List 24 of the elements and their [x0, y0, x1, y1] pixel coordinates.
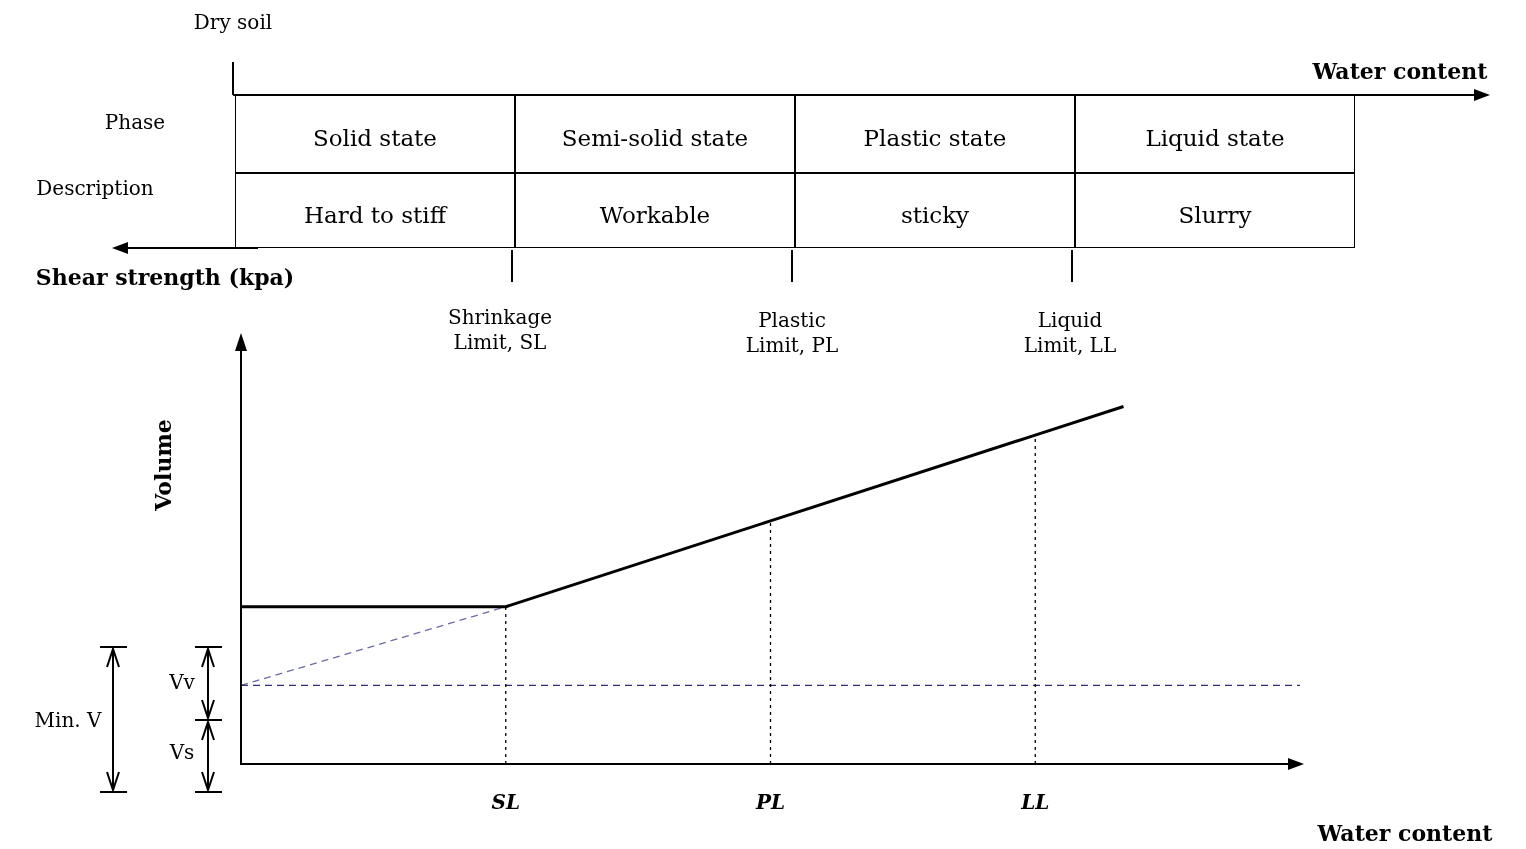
text: Plastic state: [863, 123, 1007, 153]
text: Plastic Limit, PL: [744, 308, 840, 358]
text: Vv: [169, 669, 195, 695]
text: Phase: [104, 109, 166, 135]
text: Solid state: [313, 123, 437, 153]
text: Semi-solid state: [561, 123, 749, 153]
text: Shear strength (kpa): [35, 264, 295, 292]
text: Liquid Limit, LL: [1022, 308, 1118, 358]
text: sticky: [900, 200, 970, 230]
y-axis-title: Volume: [150, 419, 176, 511]
text: Liquid state: [1145, 123, 1285, 153]
text: Water content: [1312, 58, 1488, 86]
text: Dry soil: [193, 9, 273, 35]
text: Vs: [169, 739, 195, 765]
text: Shrinkage Limit, SL: [446, 305, 554, 355]
text: Workable: [599, 200, 711, 230]
x-tick-label: LL: [1020, 790, 1050, 815]
text: Min. V: [34, 707, 102, 733]
x-tick-label: PL: [754, 790, 786, 815]
text: Description: [36, 175, 154, 201]
text: Hard to stiff: [304, 200, 446, 230]
text: Slurry: [1178, 200, 1252, 230]
x-axis-title: Water content: [1317, 820, 1493, 846]
x-tick-label: SL: [491, 790, 521, 815]
